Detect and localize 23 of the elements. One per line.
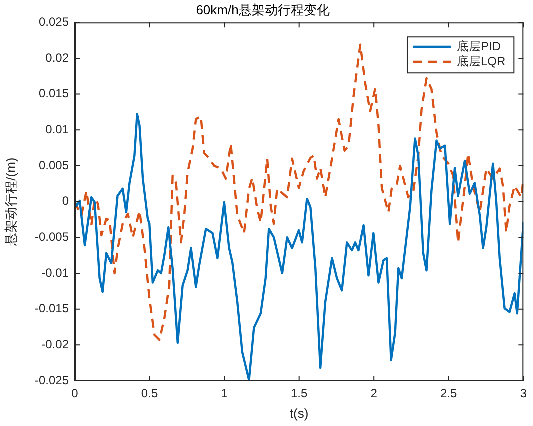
- y-axis-title: 悬架动行程/(m): [3, 158, 18, 247]
- y-tick-label: 0.02: [46, 50, 70, 65]
- y-tick-label: 0.005: [38, 158, 70, 172]
- y-tick-label: -0.015: [34, 302, 70, 316]
- x-tick-label: 1: [221, 386, 228, 401]
- legend-label: 底层LQR: [456, 54, 506, 68]
- chart-title: 60km/h悬架动行程变化: [196, 2, 330, 18]
- x-tick-label: 3: [520, 386, 528, 401]
- x-axis-title: t(s): [290, 406, 309, 421]
- y-tick-label: 0.01: [46, 122, 70, 136]
- y-tick-label: -0.025: [34, 373, 70, 388]
- x-tick-label: 1.5: [290, 386, 308, 401]
- y-tick-label: -0.005: [34, 230, 70, 244]
- y-tick-label: 0.025: [38, 14, 70, 29]
- legend-label: 底层PID: [456, 39, 502, 54]
- y-tick-label: -0.01: [42, 266, 70, 280]
- y-tick-label: 0: [62, 194, 70, 208]
- x-tick-label: 0.5: [141, 386, 158, 401]
- y-tick-label: -0.02: [42, 337, 70, 352]
- x-tick-label: 2.5: [440, 386, 458, 401]
- y-tick-label: 0.015: [38, 86, 70, 101]
- x-tick-label: 0: [72, 386, 79, 401]
- x-tick-label: 2: [370, 386, 378, 401]
